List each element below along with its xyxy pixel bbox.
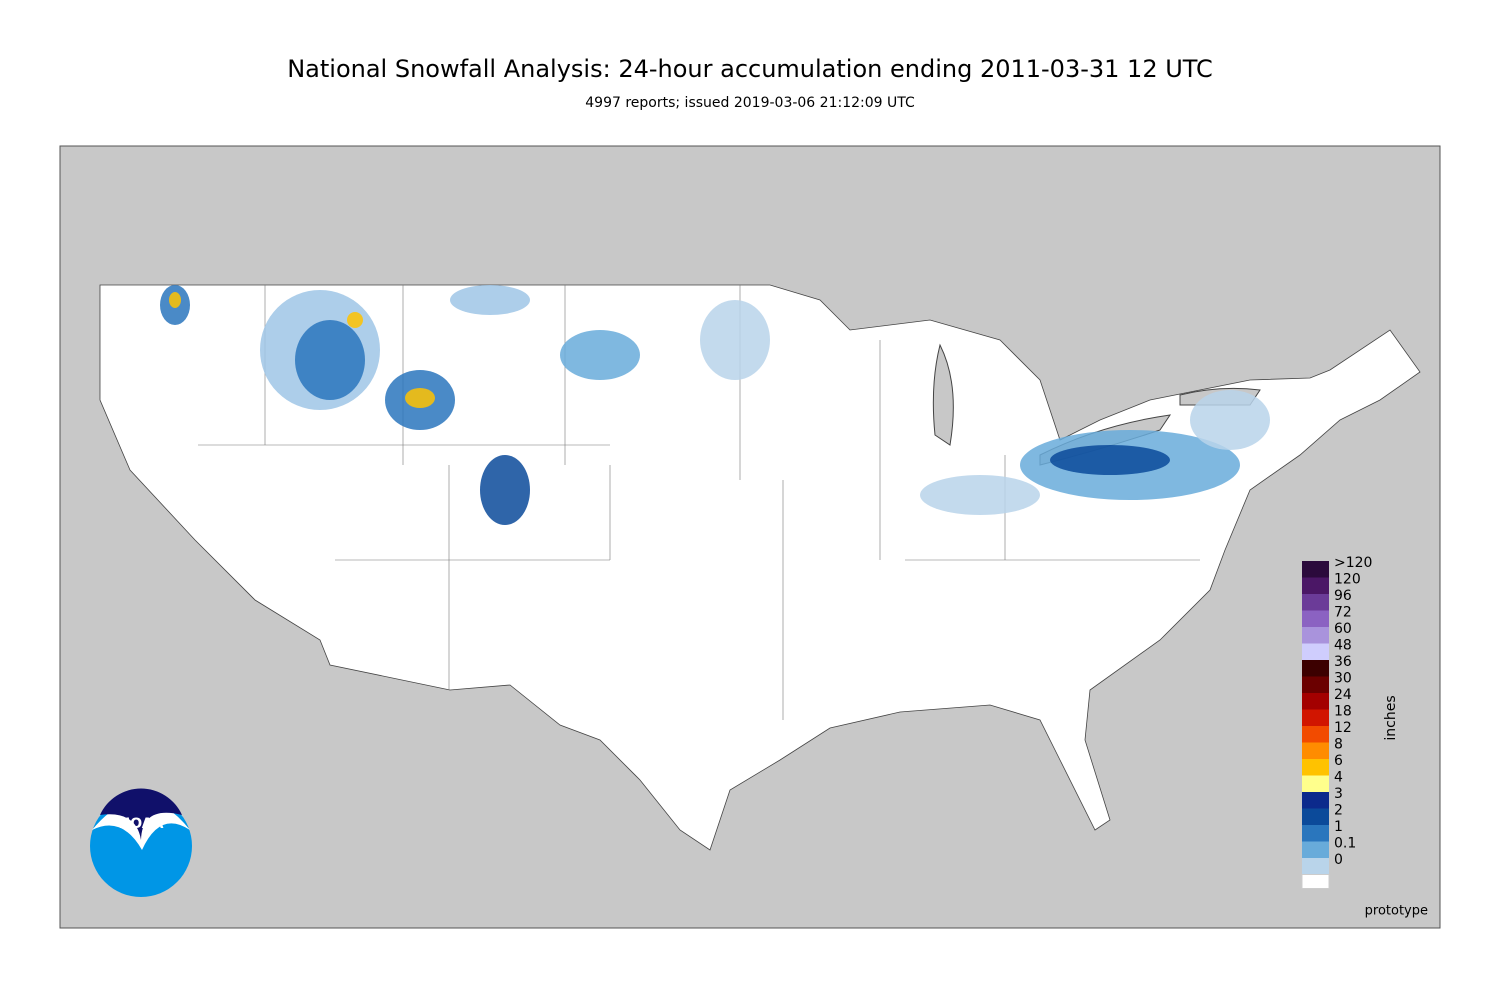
colorbar-unit: inches xyxy=(1383,695,1399,740)
colorbar-box xyxy=(1302,577,1329,594)
colorbar-label: 1 xyxy=(1334,819,1343,835)
colorbar-label: 60 xyxy=(1334,621,1352,637)
subtitle: 4997 reports; issued 2019-03-06 21:12:09… xyxy=(585,95,915,111)
logo-text: NOAA xyxy=(119,816,164,832)
lake-michigan xyxy=(932,343,954,446)
colorbar-box xyxy=(1302,858,1329,875)
colorbar-box xyxy=(1302,726,1329,743)
colorbar-box xyxy=(1302,610,1329,627)
title: National Snowfall Analysis: 24-hour accu… xyxy=(287,55,1213,83)
colorbar-box xyxy=(1302,775,1329,792)
colorbar-box xyxy=(1302,841,1329,858)
colorbar-label: 48 xyxy=(1334,638,1352,654)
colorbar-label: 6 xyxy=(1334,753,1343,769)
colorbar-box xyxy=(1302,627,1329,644)
colorbar-label: 8 xyxy=(1334,737,1343,753)
map: NOAA prototype xyxy=(59,145,1441,929)
colorbar-label: 12 xyxy=(1334,720,1352,736)
colorbar-label: >120 xyxy=(1334,555,1372,571)
colorbar-box xyxy=(1302,561,1329,578)
colorbar-label: 18 xyxy=(1334,704,1352,720)
colorbar-label: 120 xyxy=(1334,572,1361,588)
colorbar-label: 0 xyxy=(1334,852,1343,868)
colorbar-box xyxy=(1302,709,1329,726)
colorbar-label: 2 xyxy=(1334,803,1343,819)
colorbar-box xyxy=(1302,808,1329,825)
colorbar-base xyxy=(1301,874,1330,889)
colorbar-box xyxy=(1302,693,1329,710)
colorbar-label: 0.1 xyxy=(1334,836,1356,852)
colorbar-box xyxy=(1302,594,1329,611)
colorbar-label: 3 xyxy=(1334,786,1343,802)
colorbar-box xyxy=(1302,643,1329,660)
colorbar-box xyxy=(1302,825,1329,842)
colorbar-label: 24 xyxy=(1334,687,1352,703)
colorbar-label: 72 xyxy=(1334,605,1352,621)
note: prototype xyxy=(1365,904,1428,919)
colorbar-label: 36 xyxy=(1334,654,1352,670)
colorbar-box xyxy=(1302,660,1329,677)
colorbar-box xyxy=(1302,759,1329,776)
colorbar-label: 96 xyxy=(1334,588,1352,604)
colorbar-box xyxy=(1302,742,1329,759)
colorbar-label: 30 xyxy=(1334,671,1352,687)
colorbar-box xyxy=(1302,792,1329,809)
colorbar-label: 4 xyxy=(1334,770,1343,786)
logo-sky xyxy=(100,788,182,840)
colorbar-box xyxy=(1302,676,1329,693)
snow-areas xyxy=(160,285,1270,525)
